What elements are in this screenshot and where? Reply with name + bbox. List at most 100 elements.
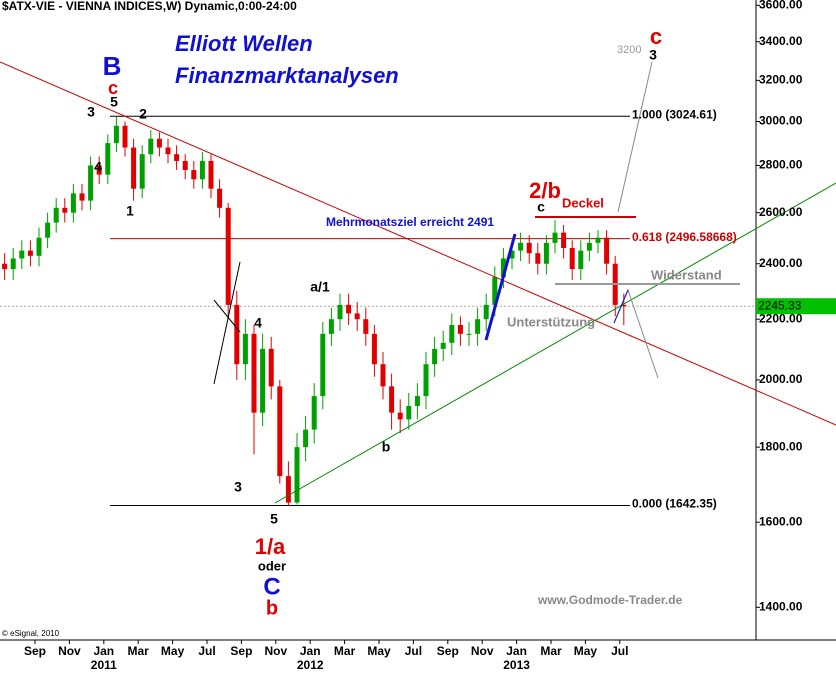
- candle-body: [552, 232, 558, 243]
- candle-body: [79, 193, 85, 201]
- candle-body: [62, 207, 68, 213]
- candle-body: [251, 333, 257, 413]
- wave-label: 2: [139, 106, 147, 122]
- candle-body: [492, 277, 498, 305]
- blue-arrow: [484, 233, 517, 341]
- x-tick-label: Nov: [471, 644, 494, 658]
- candle-body: [621, 304, 627, 307]
- candle-body: [105, 143, 111, 175]
- target-label: Mehrmonatsziel erreicht 2491: [326, 215, 494, 229]
- y-tick-label: 3000.00: [759, 114, 803, 128]
- candle-body: [191, 170, 197, 180]
- support-label: Unterstützung: [507, 314, 595, 329]
- candle-body: [371, 333, 377, 365]
- wave-label: c: [537, 199, 545, 215]
- chart-title: $ATX-VIE - VIENNA INDICES,W) Dynamic,0:0…: [2, 0, 297, 13]
- candle-body: [578, 250, 584, 270]
- candle-body: [432, 348, 438, 365]
- heading: Elliott Wellen: [175, 31, 313, 56]
- watermark: www.Godmode-Trader.de: [537, 593, 683, 607]
- y-tick-label: 2400.00: [759, 256, 803, 270]
- candle-body: [586, 242, 592, 251]
- y-tick-label: 1600.00: [759, 514, 803, 528]
- candle-body: [423, 364, 429, 397]
- wave-label: 1: [126, 203, 134, 219]
- candle-body: [113, 125, 119, 144]
- candle-body: [10, 258, 16, 270]
- resistance-label: Widerstand: [651, 267, 722, 282]
- candle-body: [320, 333, 326, 397]
- channel-line: [213, 299, 241, 333]
- candle-body: [604, 237, 610, 264]
- channel-line: [213, 261, 241, 385]
- x-tick-label: Mar: [128, 644, 150, 658]
- candle-body: [174, 154, 180, 161]
- wave-label: oder: [258, 558, 286, 573]
- candle-body: [19, 250, 25, 259]
- wave-label: 3: [649, 47, 657, 63]
- fib-label: 0.618 (2496.58668): [632, 230, 737, 244]
- y-tick-label: 2000.00: [759, 372, 803, 386]
- y-tick-label: 2600.00: [759, 205, 803, 219]
- candle-body: [70, 193, 76, 213]
- candle-body: [148, 138, 154, 155]
- wave-label: c: [108, 78, 118, 98]
- down-trendline: [0, 61, 836, 426]
- candle-body: [27, 250, 33, 256]
- x-tick-label: Jan: [300, 644, 321, 658]
- candle-body: [242, 333, 248, 365]
- plot-area: [0, 0, 756, 640]
- candle-body: [208, 160, 214, 189]
- candle-body: [518, 242, 524, 251]
- x-tick-label: Mar: [334, 644, 356, 658]
- candle-body: [389, 386, 395, 413]
- candle-body: [466, 333, 472, 335]
- up-trendline: [274, 182, 836, 504]
- wave-label: 4: [94, 159, 102, 175]
- candle-body: [526, 242, 532, 254]
- y-tick-label: 2200.00: [759, 311, 803, 325]
- candle-body: [414, 396, 420, 406]
- candle-body: [406, 405, 412, 420]
- wave-label: C: [263, 573, 280, 600]
- candle-body: [475, 319, 481, 334]
- x-tick-label: May: [161, 644, 185, 658]
- x-year-label: 2011: [91, 658, 117, 672]
- wave-label: B: [103, 51, 122, 81]
- fib-label: 1.000 (3024.61): [632, 107, 717, 121]
- x-tick-label: Jan: [93, 644, 114, 658]
- candle-body: [449, 325, 455, 343]
- candle-body: [234, 304, 240, 365]
- x-tick-label: Jul: [198, 644, 215, 658]
- candle-body: [337, 304, 343, 320]
- candle-body: [569, 248, 575, 270]
- x-tick-label: Mar: [540, 644, 562, 658]
- x-tick-label: Sep: [230, 644, 252, 658]
- candle-body: [457, 325, 463, 334]
- candle-body: [483, 304, 489, 320]
- candle-body: [285, 476, 291, 503]
- x-tick-label: Jan: [506, 644, 527, 658]
- candle-body: [294, 447, 300, 503]
- x-tick-label: May: [574, 644, 598, 658]
- wave-label: 4: [254, 315, 262, 331]
- candle-body: [260, 348, 266, 413]
- candle-body: [440, 342, 446, 349]
- x-tick-label: Nov: [58, 644, 81, 658]
- heading: Finanzmarktanalysen: [175, 63, 399, 88]
- projection-up: [617, 61, 653, 213]
- candle-body: [156, 138, 162, 148]
- candle-body: [45, 222, 51, 238]
- y-tick-label: 3600.00: [759, 0, 803, 11]
- candle-body: [535, 253, 541, 264]
- wave-label: 2/b: [529, 178, 561, 203]
- y-tick-label: 3400.00: [759, 34, 803, 48]
- candle-body: [36, 237, 42, 256]
- wave-label: 5: [110, 94, 118, 110]
- candle-body: [165, 147, 171, 155]
- candle-body: [268, 348, 274, 387]
- candle-body: [354, 313, 360, 320]
- candle-body: [346, 304, 352, 314]
- deckel-label: Deckel: [562, 195, 604, 210]
